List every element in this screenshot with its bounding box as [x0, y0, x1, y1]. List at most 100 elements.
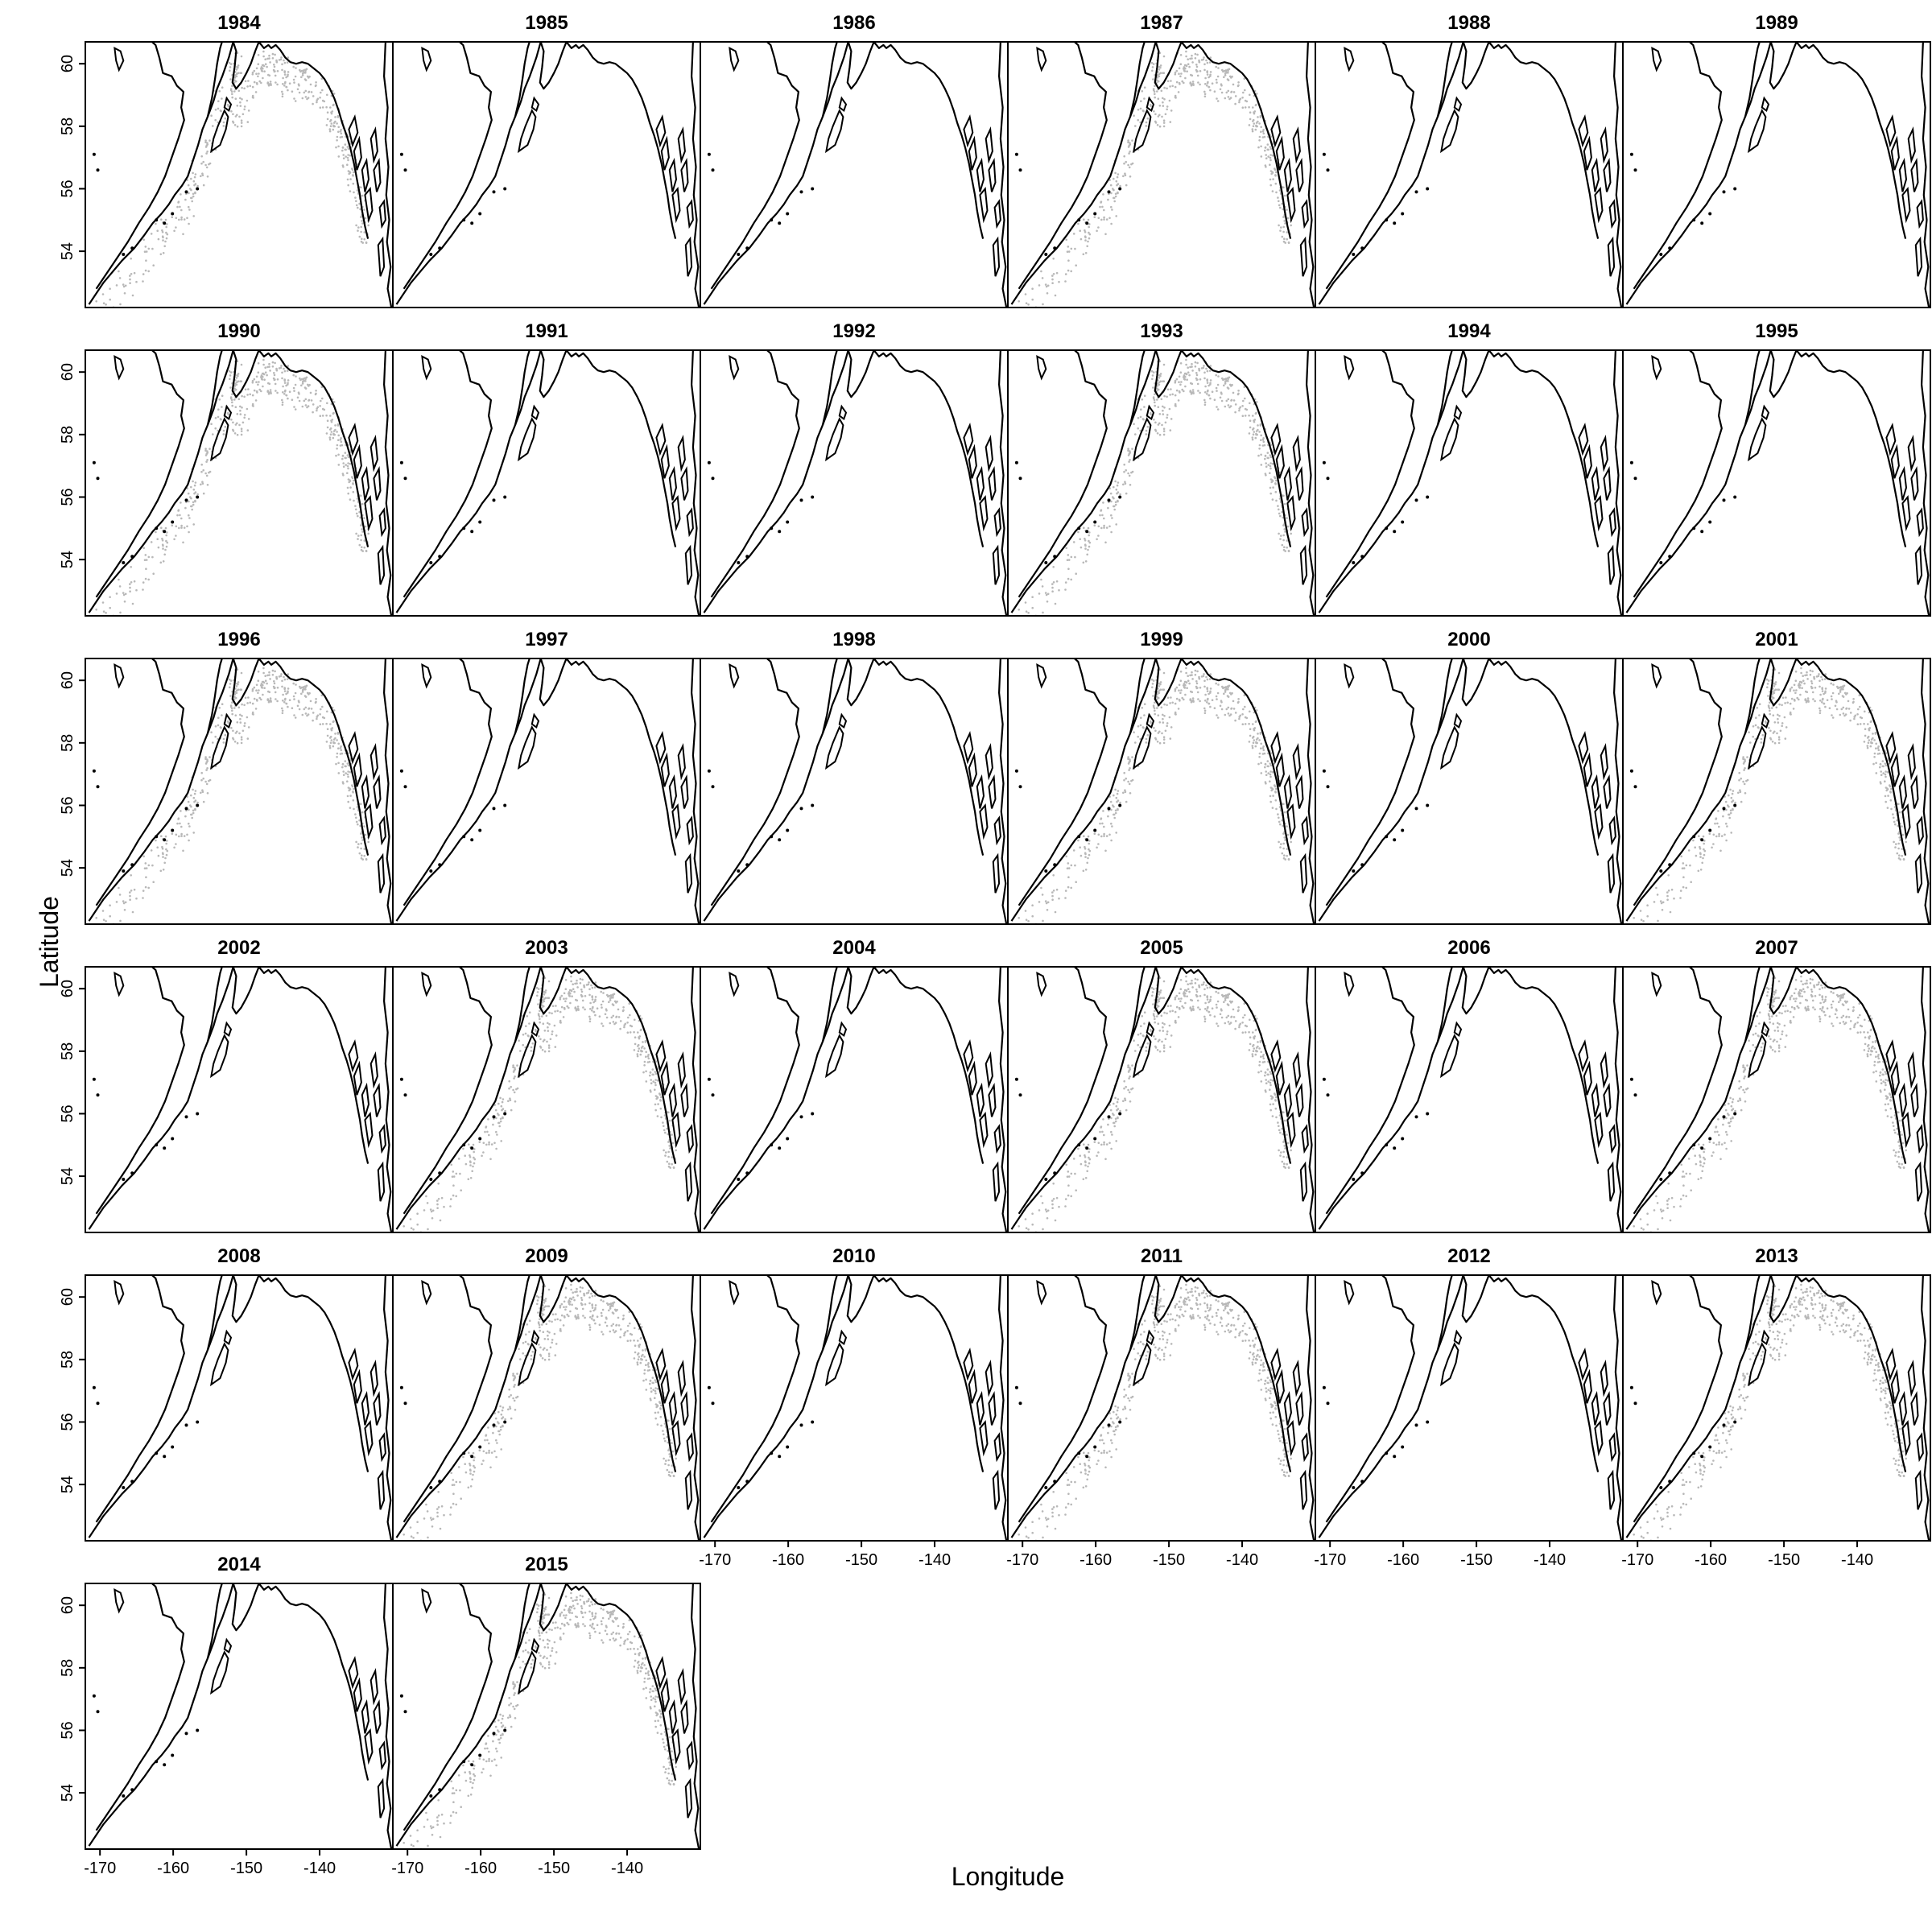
survey-point — [640, 1018, 643, 1020]
survey-point — [1259, 423, 1262, 426]
survey-point — [1025, 919, 1028, 921]
survey-point — [1195, 374, 1199, 377]
survey-point — [1134, 741, 1137, 744]
survey-point — [1282, 230, 1285, 233]
survey-point — [1055, 888, 1059, 891]
survey-point — [573, 990, 576, 993]
coastline — [710, 350, 800, 598]
coastline — [95, 350, 185, 598]
survey-point — [109, 904, 111, 906]
survey-point — [1859, 723, 1862, 725]
survey-point — [281, 63, 283, 66]
islet — [1093, 212, 1097, 216]
survey-point — [1203, 371, 1206, 374]
survey-point — [336, 114, 340, 118]
survey-point — [1154, 709, 1156, 712]
survey-point — [1708, 832, 1711, 835]
island-outline — [517, 109, 537, 154]
survey-point — [281, 95, 284, 98]
survey-point — [1238, 101, 1241, 104]
survey-point — [183, 218, 186, 221]
island-outline — [1283, 465, 1293, 501]
survey-point — [1699, 845, 1701, 848]
survey-point — [638, 1035, 642, 1038]
survey-point — [1026, 636, 1028, 638]
survey-point — [613, 993, 616, 996]
survey-point — [410, 1227, 413, 1229]
survey-point — [1269, 770, 1272, 773]
survey-point — [1667, 890, 1670, 892]
map-panel-1986: 1986 — [700, 12, 1009, 308]
island-outline — [1146, 712, 1155, 729]
survey-point — [1184, 693, 1187, 696]
coastline — [395, 967, 677, 1230]
survey-point — [188, 500, 190, 503]
survey-point — [581, 978, 584, 981]
survey-point — [266, 65, 268, 68]
survey-point — [1174, 402, 1177, 406]
island-outline — [1275, 444, 1285, 479]
survey-point — [1203, 679, 1206, 683]
survey-point — [654, 1072, 658, 1075]
coastline — [691, 350, 700, 616]
survey-point — [546, 1040, 548, 1043]
islet — [711, 785, 715, 789]
survey-point — [196, 493, 199, 496]
survey-point — [430, 1210, 433, 1213]
panel-frame — [1315, 41, 1624, 308]
survey-point — [1889, 799, 1893, 802]
survey-point — [344, 456, 347, 460]
island-outline — [838, 96, 848, 112]
survey-point — [1203, 712, 1207, 715]
survey-point — [1151, 378, 1154, 381]
survey-point — [329, 125, 332, 127]
survey-point — [400, 1248, 402, 1250]
island-outline — [223, 1021, 233, 1037]
survey-point — [352, 182, 355, 185]
survey-point — [320, 77, 324, 80]
survey-point — [177, 200, 180, 203]
survey-point — [565, 997, 568, 1000]
survey-point — [118, 894, 122, 896]
survey-point — [1116, 1100, 1119, 1104]
panel-frame — [392, 966, 701, 1233]
survey-point — [1113, 816, 1116, 819]
survey-point — [204, 780, 207, 783]
survey-point — [231, 709, 233, 712]
survey-point — [1027, 936, 1030, 939]
survey-point — [1237, 81, 1240, 84]
survey-point — [1773, 730, 1776, 733]
survey-point — [1110, 500, 1113, 503]
survey-point — [1274, 1100, 1277, 1102]
survey-point — [1111, 208, 1113, 211]
island-outline — [1651, 355, 1662, 381]
survey-point — [1839, 691, 1842, 693]
survey-point — [286, 61, 289, 64]
survey-point — [612, 1014, 615, 1018]
survey-point — [412, 1245, 415, 1247]
survey-point — [309, 391, 312, 394]
islet — [707, 460, 711, 464]
survey-point — [1216, 691, 1220, 695]
islet — [92, 460, 96, 464]
survey-point — [1734, 801, 1736, 804]
survey-point — [1286, 833, 1290, 836]
island-outline — [1283, 157, 1293, 192]
islet — [786, 828, 790, 832]
survey-point — [330, 729, 333, 732]
survey-point — [233, 398, 236, 401]
survey-point — [1260, 453, 1262, 456]
survey-point — [1157, 80, 1160, 83]
survey-point — [1027, 612, 1030, 614]
survey-point — [617, 1008, 620, 1011]
survey-point — [297, 83, 300, 85]
survey-point — [591, 996, 593, 999]
survey-point — [1129, 1075, 1131, 1078]
islet — [786, 212, 790, 216]
survey-point — [1192, 392, 1195, 394]
islet — [778, 221, 782, 225]
survey-point — [230, 727, 233, 729]
survey-point — [672, 1166, 675, 1169]
survey-point — [641, 1050, 643, 1053]
survey-point — [1127, 139, 1129, 142]
